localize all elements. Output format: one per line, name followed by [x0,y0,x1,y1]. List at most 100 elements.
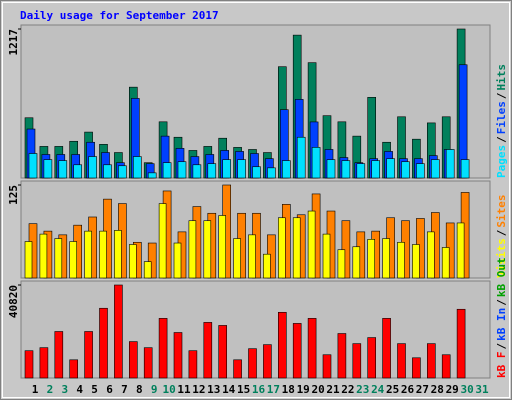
legend-separator: / [495,299,508,306]
bar [412,244,420,279]
bar [147,172,157,179]
bar [456,308,466,379]
x-tick-label: 17 [267,383,280,396]
bar [84,331,93,379]
bar [341,220,351,279]
bar [114,230,122,279]
x-tick-label: 26 [401,383,415,396]
bar [341,160,351,179]
legend: kB F / kB In / kB Out [495,257,508,378]
bar [58,160,68,179]
bar [397,343,406,379]
bar [248,348,257,379]
plot-area [20,24,491,179]
x-tick-label: 30 [460,383,473,396]
x-tick-label: 29 [446,383,459,396]
bar [129,341,138,379]
x-tick-label: 11 [177,383,191,396]
bar [69,359,78,379]
bar [386,158,395,179]
bar [352,343,362,379]
x-tick-label: 21 [326,383,340,396]
bar [441,354,451,379]
bar [307,318,317,379]
legend-separator: / [495,92,508,99]
x-tick-label: 1 [32,383,39,396]
y-tick-label: 125 [7,185,20,205]
bar [326,159,336,179]
x-tick-label: 25 [386,383,399,396]
bar [103,164,112,179]
bar [311,147,321,179]
x-tick-label: 19 [297,383,310,396]
x-tick-label: 4 [76,383,83,396]
bar [382,238,390,279]
bar [147,242,157,279]
legend: Pages/Files/Hits [495,64,508,178]
bar [367,337,377,379]
bar [252,166,261,179]
bar [28,153,38,179]
bar [296,136,306,179]
bar [54,238,63,279]
bar [382,318,391,379]
bar [188,220,197,279]
bar [192,164,202,179]
bar [133,156,142,179]
bar [207,163,217,179]
bar [445,149,455,179]
x-tick-label: 7 [121,383,128,396]
bar [371,160,381,179]
bar [277,311,287,379]
bar [24,241,33,279]
legend-entry: Files [495,101,508,134]
bar [267,167,276,179]
legend-entry: kB In [495,308,508,341]
x-tick-label: 18 [282,383,295,396]
x-tick-label: 3 [61,383,68,396]
legend: Visits /Sites [495,195,508,279]
bar [39,233,48,279]
bar [39,347,49,379]
bar [99,230,107,279]
x-tick-label: 14 [222,383,236,396]
x-tick-label: 20 [311,383,324,396]
legend-entry: Sites [495,195,508,228]
bar [114,284,123,379]
bar [24,350,34,379]
bar [263,344,272,379]
y-tick-label: 1217 [7,29,20,56]
bar [143,261,152,279]
bar [460,159,470,179]
bar [416,163,425,179]
bar [248,234,256,279]
bar [233,359,242,379]
bar [84,230,92,279]
legend-separator: / [495,229,508,236]
bar [218,325,227,379]
chart-title: Daily usage for September 2017 [20,9,219,22]
bar [397,241,405,279]
bar [367,239,376,279]
x-tick-label: 22 [341,383,354,396]
bar [162,162,172,179]
bar [412,357,421,379]
bar [307,210,316,279]
legend-entry: Visits [495,238,508,278]
bar [143,347,153,379]
x-tick-label: 2 [47,383,54,396]
x-tick-label: 12 [192,383,205,396]
bar [352,246,361,279]
bar [426,231,435,279]
bar [43,159,53,179]
bar [73,164,82,179]
legend-separator: / [495,343,508,350]
legend-entry: Hits [495,64,508,91]
bar [277,217,286,279]
x-tick-label: 9 [151,383,158,396]
bar [337,333,347,379]
bar [322,233,331,279]
bar [129,244,137,279]
bar [233,238,241,279]
x-tick-label: 15 [237,383,250,396]
